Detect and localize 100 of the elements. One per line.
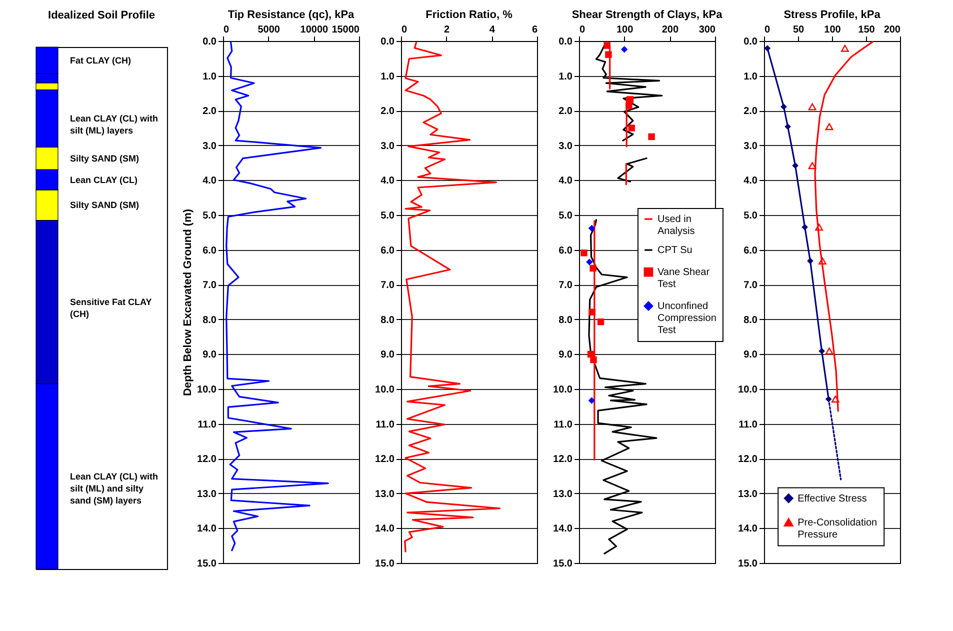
x-tick-label: 50 [792,24,804,36]
y-tick-label: 0.0 [558,36,573,48]
series-label: Silty SAND (SM) [70,200,140,210]
chart-title: Stress Profile, kPa [784,9,882,21]
legend-label: Pre-Consolidation Pressure [798,517,878,540]
y-tick-label: 4.0 [202,176,217,187]
y-tick-label: 14.0 [197,524,217,535]
y-tick-label: 7.0 [558,280,573,292]
line-series [404,42,501,552]
y-tick-label: 2.0 [744,106,758,118]
series-label: Fat CLAY (CH) [70,55,132,66]
x-tick-label: 0 [764,24,770,36]
point [818,348,825,354]
y-tick-label: 12.0 [197,454,217,466]
point [802,224,808,230]
y-tick-label: 15.0 [553,558,573,570]
y-tick-label: 1.0 [744,71,758,82]
y-tick-label: 1.0 [202,71,217,82]
series-label: Lean CLAY (CL) [70,174,138,185]
y-tick-label: 9.0 [202,350,217,361]
text: Idealized Soil Profile [48,10,155,22]
y-tick-label: 11.0 [376,419,395,430]
y-tick-label: 14.0 [738,524,758,535]
point [815,224,824,231]
y-tick-label: 4.0 [558,176,573,187]
x-tick-label: 10000 [300,24,329,36]
y-axis-title: Depth Below Excavated Ground (m) [182,208,194,396]
y-tick-label: 11.0 [554,419,573,430]
legend-label: Used in Analysis [657,214,695,238]
y-tick-label: 3.0 [380,140,395,152]
y-tick-label: 8.0 [202,314,217,326]
y-tick-label: 10.0 [197,384,217,396]
y-tick-label: 13.0 [375,488,395,500]
y-tick-label: 8.0 [744,314,758,326]
y-tick-label: 15.0 [375,558,395,570]
point [825,123,834,130]
point [792,162,798,169]
point [840,44,849,52]
point [808,162,816,170]
y-tick-label: 13.0 [197,488,217,500]
y-tick-label: 5.0 [744,210,758,222]
y-tick-label: 15.0 [197,558,217,570]
chart-title: Shear Strength of Clays, kPa [572,9,724,21]
x-tick-label: 100 [616,24,634,36]
series-label: Lean CLAY (CL) with silt (ML) and silty sand (SM) layers [70,471,158,506]
y-tick-label: 10.0 [738,384,758,396]
y-tick-label: 14.0 [375,524,395,535]
y-tick-label: 8.0 [380,314,395,326]
point [825,348,834,355]
y-tick-label: 5.0 [558,210,573,222]
line-series [226,41,329,552]
y-tick-label: 9.0 [744,350,758,361]
x-tick-label: 2 [444,24,450,36]
x-tick-label: 200 [884,24,901,36]
y-tick-label: 15.0 [738,558,758,570]
point [831,396,840,403]
y-tick-label: 0.0 [744,36,758,48]
x-tick-label: 15000 [332,24,360,36]
y-tick-label: 4.0 [744,176,758,187]
x-tick-label: 200 [662,24,679,36]
y-tick-label: 13.0 [553,488,573,500]
x-tick-label: 100 [824,24,842,36]
point [764,45,771,52]
legend-label: Effective Stress [798,493,867,504]
legend-label: CPT Su [657,245,692,256]
y-tick-label: 2.0 [558,106,573,118]
y-tick-label: 14.0 [553,524,573,535]
x-tick-label: 5000 [258,24,280,36]
x-tick-label: 150 [858,24,876,36]
y-tick-label: 6.0 [558,245,573,256]
y-tick-label: 10.0 [553,384,573,396]
y-tick-label: 8.0 [558,314,573,326]
point [784,123,791,130]
legend-label: Vane Shear Test [657,267,710,290]
point [807,258,814,264]
chart-title: Friction Ratio, % [426,9,513,21]
y-tick-label: 12.0 [375,454,395,466]
y-tick-label: 2.0 [380,106,395,118]
x-tick-label: 6 [532,24,538,36]
y-tick-label: 10.0 [375,384,395,396]
x-tick-label: 0 [580,24,586,36]
y-tick-label: 6.0 [202,245,217,256]
y-tick-label: 11.0 [198,419,217,430]
y-tick-label: 12.0 [738,454,758,466]
x-tick-label: 0 [224,24,230,36]
point [818,257,826,264]
x-tick-label: 0 [402,24,408,36]
y-tick-label: 6.0 [744,245,758,256]
y-tick-label: 11.0 [738,419,758,430]
y-tick-label: 1.0 [380,71,395,82]
y-tick-label: 0.0 [380,36,395,48]
legend-label: Unconfined Compression Test [657,301,716,336]
y-tick-label: 3.0 [744,140,758,152]
y-tick-label: 7.0 [380,280,395,292]
x-tick-label: 4 [489,24,496,36]
chart-title: Tip Resistance (qc), kPa [228,9,356,21]
y-tick-label: 3.0 [558,140,573,152]
series-label: Lean CLAY (CL) with silt (ML) layers [70,114,158,136]
y-tick-label: 13.0 [738,488,758,500]
series-label: Sensitive Fat CLAY (CH) [70,296,152,319]
